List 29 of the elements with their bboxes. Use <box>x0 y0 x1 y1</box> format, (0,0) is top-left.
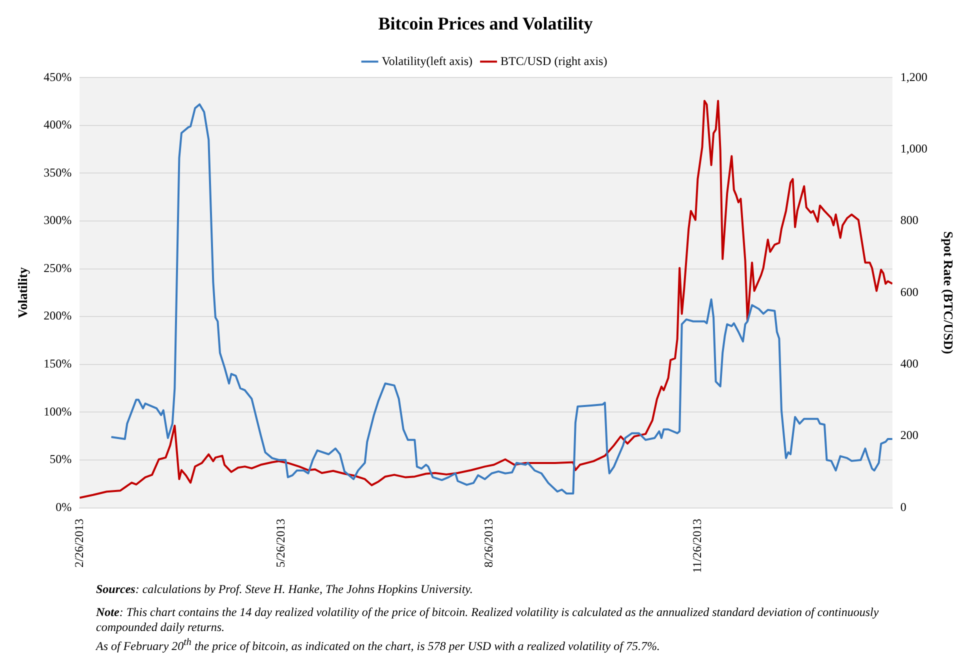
y-tick-label: 50% <box>50 452 72 466</box>
y-tick-label: 350% <box>44 165 72 180</box>
x-tick-label: 8/26/2013 <box>482 518 496 568</box>
y-tick-label: 150% <box>44 356 72 371</box>
text: Note: This chart contains the 14 day realized volatility of the price of bitcoin. Realized volatility is calculated as the annualized standard deviation of continuously compounded daily returns. <box>96 605 879 634</box>
y-tick-label: 100% <box>44 404 72 418</box>
chart-title: Bitcoin Prices and Volatility <box>378 13 593 34</box>
y2-tick-label: 400 <box>900 356 918 371</box>
y-tick-label: 250% <box>44 260 72 275</box>
text: As of February 20$^{th}$ the price of bitcoin, as indicated on the chart, is 578 per USD with a realized volatility of 75.7%. <box>96 637 660 653</box>
y2-axis-title: Spot Rate (BTC/USD) <box>940 231 956 354</box>
y2-tick-label: 200 <box>900 428 918 442</box>
x-tick-label: 2/26/2013 <box>72 518 86 568</box>
x-tick-label: 5/26/2013 <box>273 518 288 568</box>
y2-tick-label: 1,200 <box>900 70 928 84</box>
y-tick-label: 450% <box>44 70 72 84</box>
y-tick-label: 400% <box>44 118 72 132</box>
y-tick-label: 300% <box>44 213 72 228</box>
legend-label: Volatility(left axis) <box>382 54 473 68</box>
source-note: Sources: calculations by Prof. Steve H. Hanke, The Johns Hopkins University. <box>96 582 473 596</box>
x-tick-label: 11/26/2013 <box>690 518 704 574</box>
y-tick-label: 200% <box>44 308 72 323</box>
legend-label: BTC/USD (right axis) <box>500 54 608 68</box>
y2-tick-label: 1,000 <box>900 141 928 156</box>
y2-tick-label: 0 <box>900 500 906 514</box>
y-axis-title: Volatility <box>15 266 30 318</box>
y2-tick-label: 600 <box>900 284 918 299</box>
y-tick-label: 0% <box>56 500 72 514</box>
y2-tick-label: 800 <box>900 213 918 228</box>
